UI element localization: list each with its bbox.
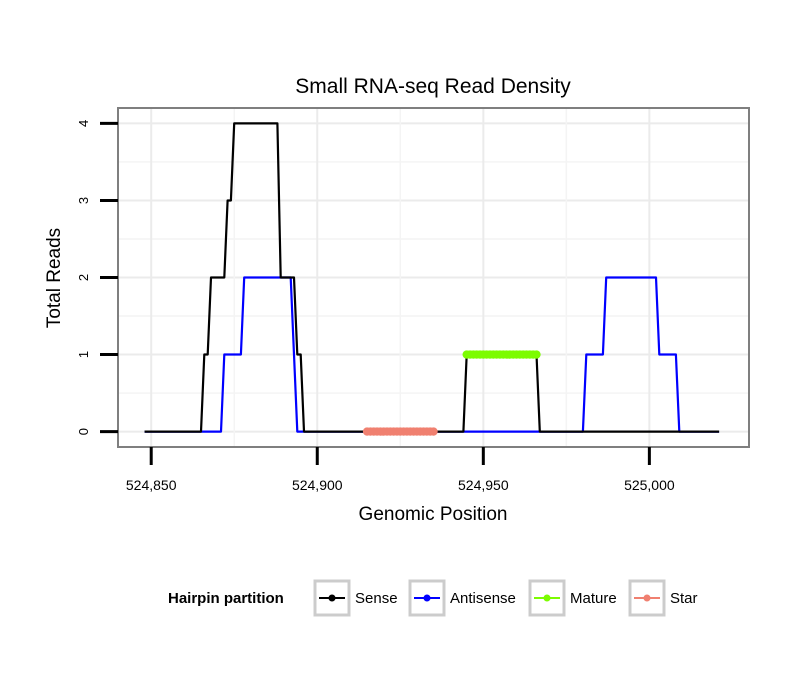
- y-tick-label: 2: [76, 274, 91, 281]
- legend-key-point: [543, 594, 551, 602]
- legend-label-antisense: Antisense: [450, 590, 516, 607]
- legend: Hairpin partition Sense Antisense Mature St…: [168, 579, 698, 617]
- y-tick-label: 4: [76, 120, 91, 127]
- legend-label-mature: Mature: [570, 590, 617, 607]
- legend-title: Hairpin partition: [168, 590, 284, 607]
- legend-key-point: [423, 594, 431, 602]
- x-axis-label: Genomic Position: [359, 504, 508, 525]
- series-layer: [144, 122, 720, 436]
- x-axis: 524,850 524,900 524,950 525,000: [126, 447, 675, 493]
- x-tick-label: 525,000: [624, 477, 675, 493]
- legend-label-star: Star: [670, 590, 698, 607]
- legend-key-point: [643, 594, 651, 602]
- y-axis-label: Total Reads: [44, 228, 65, 328]
- x-tick-label: 524,950: [458, 477, 509, 493]
- series-point-mature: [532, 350, 541, 359]
- y-tick-label: 1: [76, 351, 91, 358]
- x-tick-label: 524,900: [292, 477, 343, 493]
- y-axis: 0 1 2 3 4: [76, 120, 118, 435]
- chart-title: Small RNA-seq Read Density: [295, 75, 571, 98]
- x-tick-label: 524,850: [126, 477, 177, 493]
- y-tick-label: 3: [76, 197, 91, 204]
- series-point-star: [429, 427, 438, 436]
- legend-key-point: [328, 594, 336, 602]
- series-line-sense: [144, 122, 720, 433]
- legend-label-sense: Sense: [355, 590, 398, 607]
- y-tick-label: 0: [76, 428, 91, 435]
